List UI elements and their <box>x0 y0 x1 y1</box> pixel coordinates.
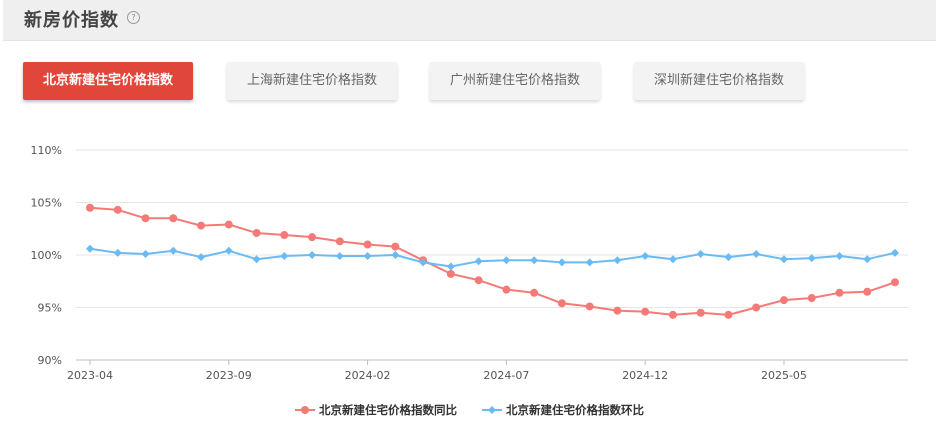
legend-label[interactable]: 北京新建住宅价格指数同比 <box>319 403 457 417</box>
y-tick-label: 105% <box>31 197 62 210</box>
legend-marker-diamond[interactable] <box>488 406 496 414</box>
x-tick-label: 2023-04 <box>67 369 113 382</box>
y-tick-label: 100% <box>31 249 62 262</box>
y-tick-label: 110% <box>31 144 62 157</box>
y-tick-label: 90% <box>38 354 62 367</box>
data-point-mom[interactable] <box>807 254 816 263</box>
x-tick-label: 2025-05 <box>761 369 807 382</box>
data-point-mom[interactable] <box>169 246 178 255</box>
data-point-mom[interactable] <box>363 252 372 261</box>
data-point-yoy[interactable] <box>419 256 428 265</box>
data-point-mom[interactable] <box>724 253 733 262</box>
data-point-mom[interactable] <box>863 255 872 264</box>
data-point-yoy[interactable] <box>891 278 899 287</box>
data-point-yoy[interactable] <box>308 233 317 242</box>
data-point-mom[interactable] <box>224 246 233 255</box>
data-point-mom[interactable] <box>752 249 761 258</box>
data-point-mom[interactable] <box>641 252 650 261</box>
data-point-mom[interactable] <box>419 258 428 267</box>
data-point-mom[interactable] <box>585 258 594 267</box>
data-point-mom[interactable] <box>696 249 705 258</box>
x-axis: 2023-04 2023-09 2024-02 2024-07 2024-12 2025-… <box>67 360 807 382</box>
page-title: 新房价指数 <box>24 10 119 31</box>
data-point-yoy[interactable] <box>335 237 344 246</box>
data-point-yoy[interactable] <box>197 221 206 230</box>
data-point-yoy[interactable] <box>113 205 122 214</box>
data-point-yoy[interactable] <box>696 308 705 317</box>
data-point-yoy[interactable] <box>252 228 261 237</box>
data-point-mom[interactable] <box>335 252 344 261</box>
page-header: 新房价指数 ? <box>3 0 936 41</box>
x-tick-label: 2024-12 <box>622 369 668 382</box>
data-point-mom[interactable] <box>113 248 122 257</box>
data-point-mom[interactable] <box>779 255 788 264</box>
x-tick-label: 2024-07 <box>483 369 529 382</box>
data-point-yoy[interactable] <box>724 310 733 319</box>
data-point-mom[interactable] <box>197 253 206 262</box>
tab-guangzhou[interactable]: 广州新建住宅价格指数 <box>430 62 600 100</box>
data-point-mom[interactable] <box>141 249 150 258</box>
data-point-yoy[interactable] <box>474 276 483 285</box>
chart-series <box>86 203 899 319</box>
data-point-yoy[interactable] <box>446 269 455 278</box>
data-point-yoy[interactable] <box>530 288 539 297</box>
data-point-yoy[interactable] <box>224 220 233 229</box>
data-point-yoy[interactable] <box>779 296 788 305</box>
data-point-yoy[interactable] <box>641 307 650 316</box>
data-point-mom[interactable] <box>446 262 455 271</box>
data-point-mom[interactable] <box>391 251 400 259</box>
data-point-yoy[interactable] <box>363 240 372 249</box>
data-point-yoy[interactable] <box>613 306 622 315</box>
data-point-yoy[interactable] <box>502 285 511 294</box>
data-point-mom[interactable] <box>557 258 566 267</box>
data-point-mom[interactable] <box>891 248 899 257</box>
data-point-yoy[interactable] <box>752 303 761 312</box>
data-point-yoy[interactable] <box>668 310 677 319</box>
legend-marker-circle[interactable] <box>301 406 309 414</box>
series-line-mom <box>89 247 896 268</box>
data-point-mom[interactable] <box>308 251 317 259</box>
y-tick-label: 95% <box>38 302 62 315</box>
help-icon[interactable]: ? <box>127 11 140 24</box>
data-point-yoy[interactable] <box>557 299 566 308</box>
data-point-mom[interactable] <box>502 256 511 265</box>
x-tick-label: 2024-02 <box>345 369 391 382</box>
data-point-yoy[interactable] <box>391 242 400 251</box>
tab-shanghai[interactable]: 上海新建住宅价格指数 <box>227 62 397 100</box>
data-point-mom[interactable] <box>86 244 94 253</box>
data-point-mom[interactable] <box>252 255 261 264</box>
data-point-yoy[interactable] <box>863 287 872 296</box>
data-point-mom[interactable] <box>530 256 539 265</box>
legend-label[interactable]: 北京新建住宅价格指数环比 <box>506 403 644 417</box>
data-point-mom[interactable] <box>668 255 677 264</box>
tab-beijing[interactable]: 北京新建住宅价格指数 <box>23 62 193 100</box>
chart-grid <box>76 149 908 361</box>
data-point-yoy[interactable] <box>141 214 150 223</box>
data-point-yoy[interactable] <box>169 214 178 223</box>
data-point-mom[interactable] <box>613 256 622 265</box>
data-point-yoy[interactable] <box>807 294 816 303</box>
tab-shenzhen[interactable]: 深圳新建住宅价格指数 <box>634 62 804 100</box>
data-point-mom[interactable] <box>280 252 289 261</box>
data-point-mom[interactable] <box>474 257 483 266</box>
data-point-yoy[interactable] <box>86 203 94 212</box>
chart-legend: 北京新建住宅价格指数同比 北京新建住宅价格指数环比 <box>295 403 644 417</box>
x-tick-label: 2023-09 <box>206 369 252 382</box>
data-point-yoy[interactable] <box>280 231 289 240</box>
data-point-yoy[interactable] <box>835 288 844 297</box>
series-line-yoy <box>89 206 896 316</box>
data-point-mom[interactable] <box>835 252 844 261</box>
y-axis: 90% 95% 100% 105% 110% <box>31 144 62 367</box>
data-point-yoy[interactable] <box>585 302 594 311</box>
